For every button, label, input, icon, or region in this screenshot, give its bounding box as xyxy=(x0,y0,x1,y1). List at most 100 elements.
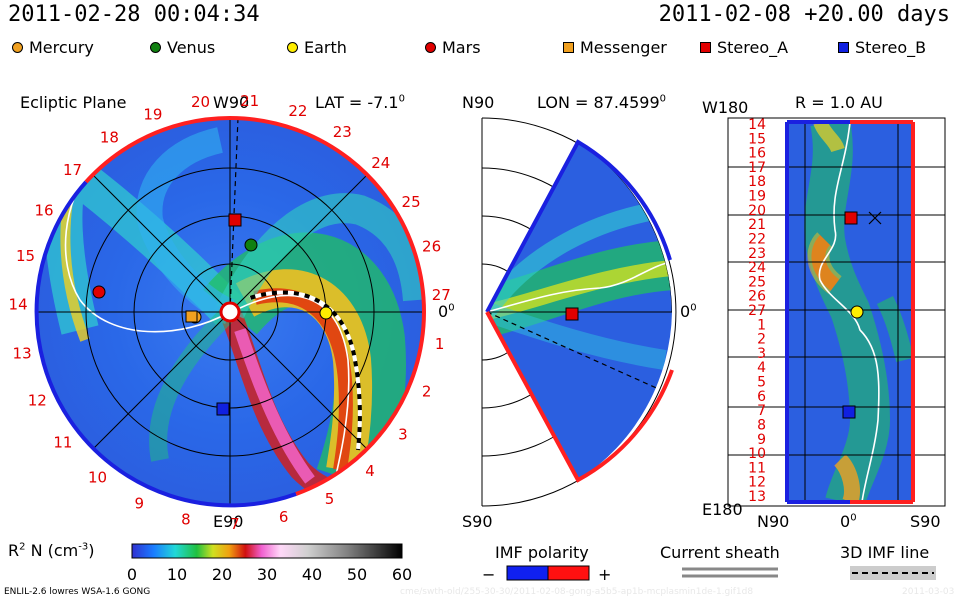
rotation-label: 8 xyxy=(181,510,191,528)
stereo-a-marker-icon xyxy=(700,42,711,53)
radius-y-tick: 16 xyxy=(748,146,766,162)
rotation-label: 23 xyxy=(333,123,352,141)
radius-x-left: N90 xyxy=(757,512,790,531)
legend-earth: Earth xyxy=(287,38,347,57)
radius-y-tick: 7 xyxy=(757,403,766,419)
rotation-labels: 20 21222324252627123456789101112131415161… xyxy=(9,92,451,533)
imf-line-title: 3D IMF line xyxy=(840,543,930,562)
earth-marker-icon xyxy=(287,42,298,53)
stereo-a-radius-marker xyxy=(844,211,858,225)
radius-y-tick: 6 xyxy=(757,389,766,405)
radius-y-tick: 25 xyxy=(748,274,766,290)
legend-label: Mercury xyxy=(29,38,94,57)
colorbar-tick: 40 xyxy=(302,565,322,584)
radius-y-tick: 20 xyxy=(748,203,766,219)
model-info: ENLIL-2.6 lowres WSA-1.6 GONG xyxy=(4,587,151,597)
ecliptic-plane-plot xyxy=(34,116,427,508)
colorbar-label: R2 N (cm-3) xyxy=(8,541,95,560)
ecliptic-lat-label: LAT = -7.10 xyxy=(315,93,405,112)
rotation-label: 6 xyxy=(279,508,289,526)
legend-venus: Venus xyxy=(150,38,215,57)
rotation-label: 9 xyxy=(135,495,145,513)
ecliptic-right-label: 00 xyxy=(438,302,455,321)
rotation-label: 22 xyxy=(288,102,307,120)
radius-y-tick: 13 xyxy=(748,489,766,505)
imf-polarity-title: IMF polarity xyxy=(495,543,589,562)
radius-y-tick: 5 xyxy=(757,375,766,391)
rotation-label: 15 xyxy=(16,247,35,265)
imf-positive-swatch xyxy=(547,565,590,581)
ecliptic-bottom-label: E90 xyxy=(213,512,244,531)
current-time: 2011-02-28 00:04:34 xyxy=(8,2,260,27)
radius-x-right: S90 xyxy=(910,512,941,531)
radius-y-tick: 15 xyxy=(748,131,766,147)
radius-y-tick: 23 xyxy=(748,246,766,262)
rotation-label: 14 xyxy=(9,296,28,314)
meridional-right-label: 00 xyxy=(680,302,697,321)
meridional-bottom-label: S90 xyxy=(462,512,493,531)
rotation-label: 18 xyxy=(100,129,119,147)
messenger-ecliptic-marker xyxy=(185,310,198,323)
rotation-label: 4 xyxy=(365,462,375,480)
radius-y-tick: 17 xyxy=(748,160,766,176)
meridional-lon-label: LON = 87.45990 xyxy=(537,93,667,112)
venus-marker-icon xyxy=(150,42,161,53)
legend-mercury: Mercury xyxy=(12,38,94,57)
stereo-b-marker-icon xyxy=(838,42,849,53)
radius-y-tick: 9 xyxy=(757,432,766,448)
meridional-top-label: N90 xyxy=(462,93,495,112)
stereo-a-ecliptic-marker xyxy=(228,213,242,227)
ecliptic-title: Ecliptic Plane xyxy=(20,93,127,112)
rotation-label: 10 xyxy=(88,469,107,487)
rotation-label: 11 xyxy=(53,434,72,452)
radius-y-tick: 18 xyxy=(748,174,766,190)
rotation-label: 12 xyxy=(28,392,47,410)
mars-marker-icon xyxy=(425,42,436,53)
legend-mars: Mars xyxy=(425,38,481,57)
imf-negative-swatch xyxy=(506,565,549,581)
rotation-label: 13 xyxy=(13,345,32,363)
imf-minus: − xyxy=(482,565,496,584)
radius-y-tick: 22 xyxy=(748,232,766,248)
rotation-label: 24 xyxy=(371,154,390,172)
meridional-plane-plot xyxy=(481,117,677,507)
legend-label: Earth xyxy=(304,38,347,57)
legend-stereo-b: Stereo_B xyxy=(838,38,926,57)
density-colorbar xyxy=(131,543,403,559)
venus-ecliptic-marker xyxy=(244,238,258,252)
radius-y-tick: 2 xyxy=(757,332,766,348)
colorbar-tick: 20 xyxy=(212,565,232,584)
rotation-label: 7 xyxy=(230,515,240,533)
stereo-b-radius-marker xyxy=(842,405,856,419)
rotation-label: 17 xyxy=(63,161,82,179)
radius-y-tick: 26 xyxy=(748,289,766,305)
stereo-b-ecliptic-marker xyxy=(216,402,230,416)
colorbar-tick: 10 xyxy=(167,565,187,584)
radius-y-tick: 1 xyxy=(757,317,766,333)
radius-y-tick: 12 xyxy=(748,475,766,491)
rotation-label: 2 xyxy=(422,382,432,400)
colorbar-tick: 0 xyxy=(127,565,137,584)
legend-label: Venus xyxy=(167,38,216,57)
radius-top-left-label: W180 xyxy=(702,98,749,117)
radius-y-tick: 19 xyxy=(748,189,766,205)
mercury-marker-icon xyxy=(12,42,23,53)
colorbar-tick: 30 xyxy=(257,565,277,584)
mars-ecliptic-marker xyxy=(92,285,106,299)
legend-label: Messenger xyxy=(580,38,667,57)
rotation-label: 1 xyxy=(435,335,445,353)
rotation-label: 27 xyxy=(432,286,451,304)
radius-y-tick: 8 xyxy=(757,418,766,434)
rotation-label: 5 xyxy=(325,490,335,508)
colorbar-ticks: 0 10 20 30 40 50 60 xyxy=(127,565,412,584)
messenger-marker-icon xyxy=(563,42,574,53)
current-sheath-title: Current sheath xyxy=(660,543,780,562)
radius-y-tick: 4 xyxy=(757,360,766,376)
radius-y-tick: 24 xyxy=(748,260,766,276)
ecliptic-top-label: W90 xyxy=(213,93,250,112)
earth-radius-marker xyxy=(850,305,864,319)
legend-label: Mars xyxy=(442,38,481,57)
radius-r-label: R = 1.0 AU xyxy=(795,93,883,112)
radius-y-tick: 11 xyxy=(748,460,766,476)
